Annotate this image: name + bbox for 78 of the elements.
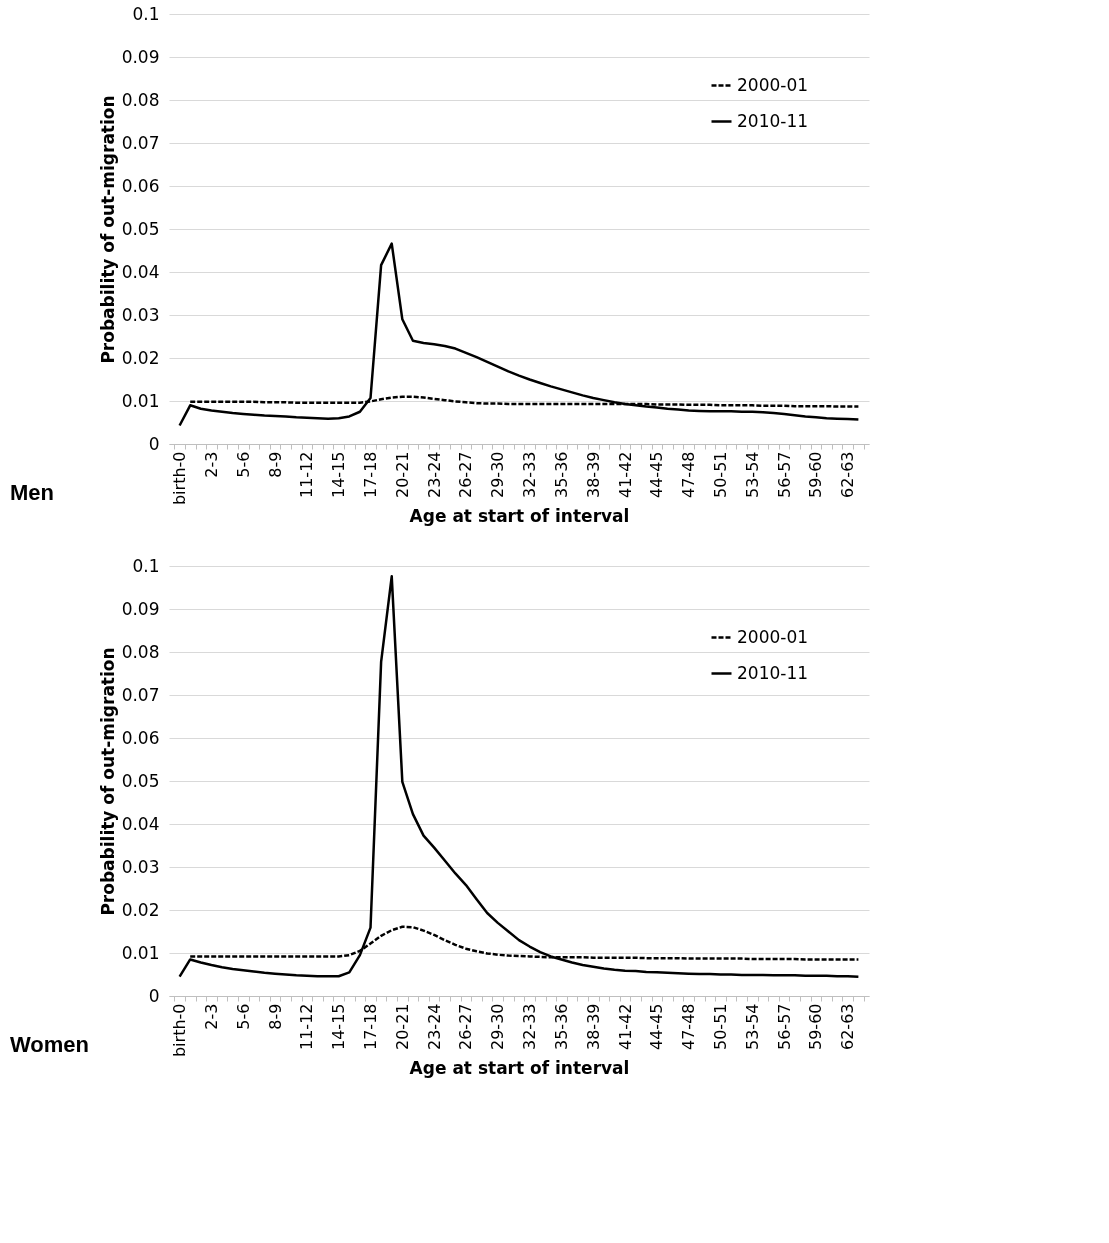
text: Women — [9, 1032, 91, 1059]
line-series — [178, 575, 860, 978]
y-tick-label: 0.06 — [121, 727, 160, 748]
x-tick-label: 29-30 — [488, 1003, 508, 1050]
x-tick-label: 44-45 — [647, 451, 667, 498]
x-tick-label: 32-33 — [520, 1003, 540, 1050]
x-tick-label: 5-6 — [233, 451, 253, 478]
x-tick-label: birth-0 — [170, 451, 190, 506]
x-tick-label: 23-24 — [424, 1003, 444, 1050]
y-tick-label: 0.1 — [132, 555, 160, 576]
x-tick-label: 44-45 — [647, 1003, 667, 1050]
x-tick-label: birth-0 — [170, 1003, 190, 1058]
x-tick-label: 56-57 — [774, 1003, 794, 1050]
y-tick-label: 0 — [148, 985, 160, 1006]
y-tick-label: 0.08 — [121, 641, 160, 662]
y-tick-label: 0.07 — [121, 684, 160, 705]
x-tick-label: 11-12 — [297, 1003, 317, 1050]
x-tick-label: 35-36 — [551, 451, 571, 498]
y-tick-label: 0.03 — [121, 304, 160, 325]
x-tick-label: 26-27 — [456, 451, 476, 498]
x-tick-label: 62-63 — [838, 1003, 858, 1050]
x-tick-label: 5-6 — [233, 1003, 253, 1030]
x-tick-label: 2-3 — [201, 1003, 221, 1030]
x-tick-label: 41-42 — [615, 451, 635, 498]
x-tick-label: 62-63 — [838, 451, 858, 498]
x-tick-label: 59-60 — [806, 1003, 826, 1050]
x-tick-label: 14-15 — [329, 1003, 349, 1050]
y-tick-label: 0.09 — [121, 598, 160, 619]
x-tick-label: 35-36 — [551, 1003, 571, 1050]
x-tick-label: 38-39 — [583, 451, 603, 498]
x-tick-label: 29-30 — [488, 451, 508, 498]
legend-label: 2000-01 — [737, 626, 809, 647]
x-tick-label: 41-42 — [615, 1003, 635, 1050]
x-tick-label: 20-21 — [392, 451, 412, 498]
y-axis-title: Probability of out-migration — [97, 95, 118, 364]
legend-label: 2010-11 — [737, 662, 809, 683]
legend-label: 2000-01 — [737, 74, 809, 95]
y-tick-label: 0.05 — [121, 770, 160, 791]
x-tick-label: 23-24 — [424, 451, 444, 498]
x-tick-label: 38-39 — [583, 1003, 603, 1050]
y-tick-label: 0.02 — [121, 347, 160, 368]
x-tick-label: 56-57 — [774, 451, 794, 498]
x-tick-label: 32-33 — [520, 451, 540, 498]
x-tick-label: 17-18 — [361, 451, 381, 498]
x-tick-label: 8-9 — [265, 1003, 285, 1030]
x-tick-label: 17-18 — [361, 1003, 381, 1050]
x-tick-label: 59-60 — [806, 451, 826, 498]
x-tick-label: 14-15 — [329, 451, 349, 498]
y-tick-label: 0.04 — [121, 261, 160, 282]
x-tick-label: 53-54 — [742, 451, 762, 498]
x-tick-label: 47-48 — [679, 1003, 699, 1050]
y-axis-title: Probability of out-migration — [97, 647, 118, 916]
x-tick-label: 2-3 — [201, 451, 221, 478]
y-tick-label: 0.08 — [121, 89, 160, 110]
y-tick-label: 0 — [148, 433, 160, 454]
x-tick-label: 47-48 — [679, 451, 699, 498]
x-tick-label: 26-27 — [456, 1003, 476, 1050]
legend-label: 2010-11 — [737, 110, 809, 131]
y-tick-label: 0.01 — [121, 390, 160, 411]
x-tick-label: 11-12 — [297, 451, 317, 498]
y-tick-label: 0.07 — [121, 132, 160, 153]
y-tick-label: 0.03 — [121, 856, 160, 877]
x-tick-label: 50-51 — [711, 451, 731, 498]
text: Men — [9, 480, 55, 507]
x-tick-label: 53-54 — [742, 1003, 762, 1050]
y-tick-label: 0.04 — [121, 813, 160, 834]
x-axis-title: Age at start of interval — [409, 1058, 630, 1079]
y-tick-label: 0.09 — [121, 46, 160, 67]
y-tick-label: 0.06 — [121, 175, 160, 196]
x-axis-title: Age at start of interval — [409, 506, 630, 527]
y-tick-label: 0.02 — [121, 899, 160, 920]
x-tick-label: 50-51 — [711, 1003, 731, 1050]
line-series — [178, 242, 860, 427]
x-tick-label: 20-21 — [392, 1003, 412, 1050]
y-tick-label: 0.01 — [121, 942, 160, 963]
y-tick-label: 0.05 — [121, 218, 160, 239]
x-tick-label: 8-9 — [265, 451, 285, 478]
y-tick-label: 0.1 — [132, 3, 160, 24]
